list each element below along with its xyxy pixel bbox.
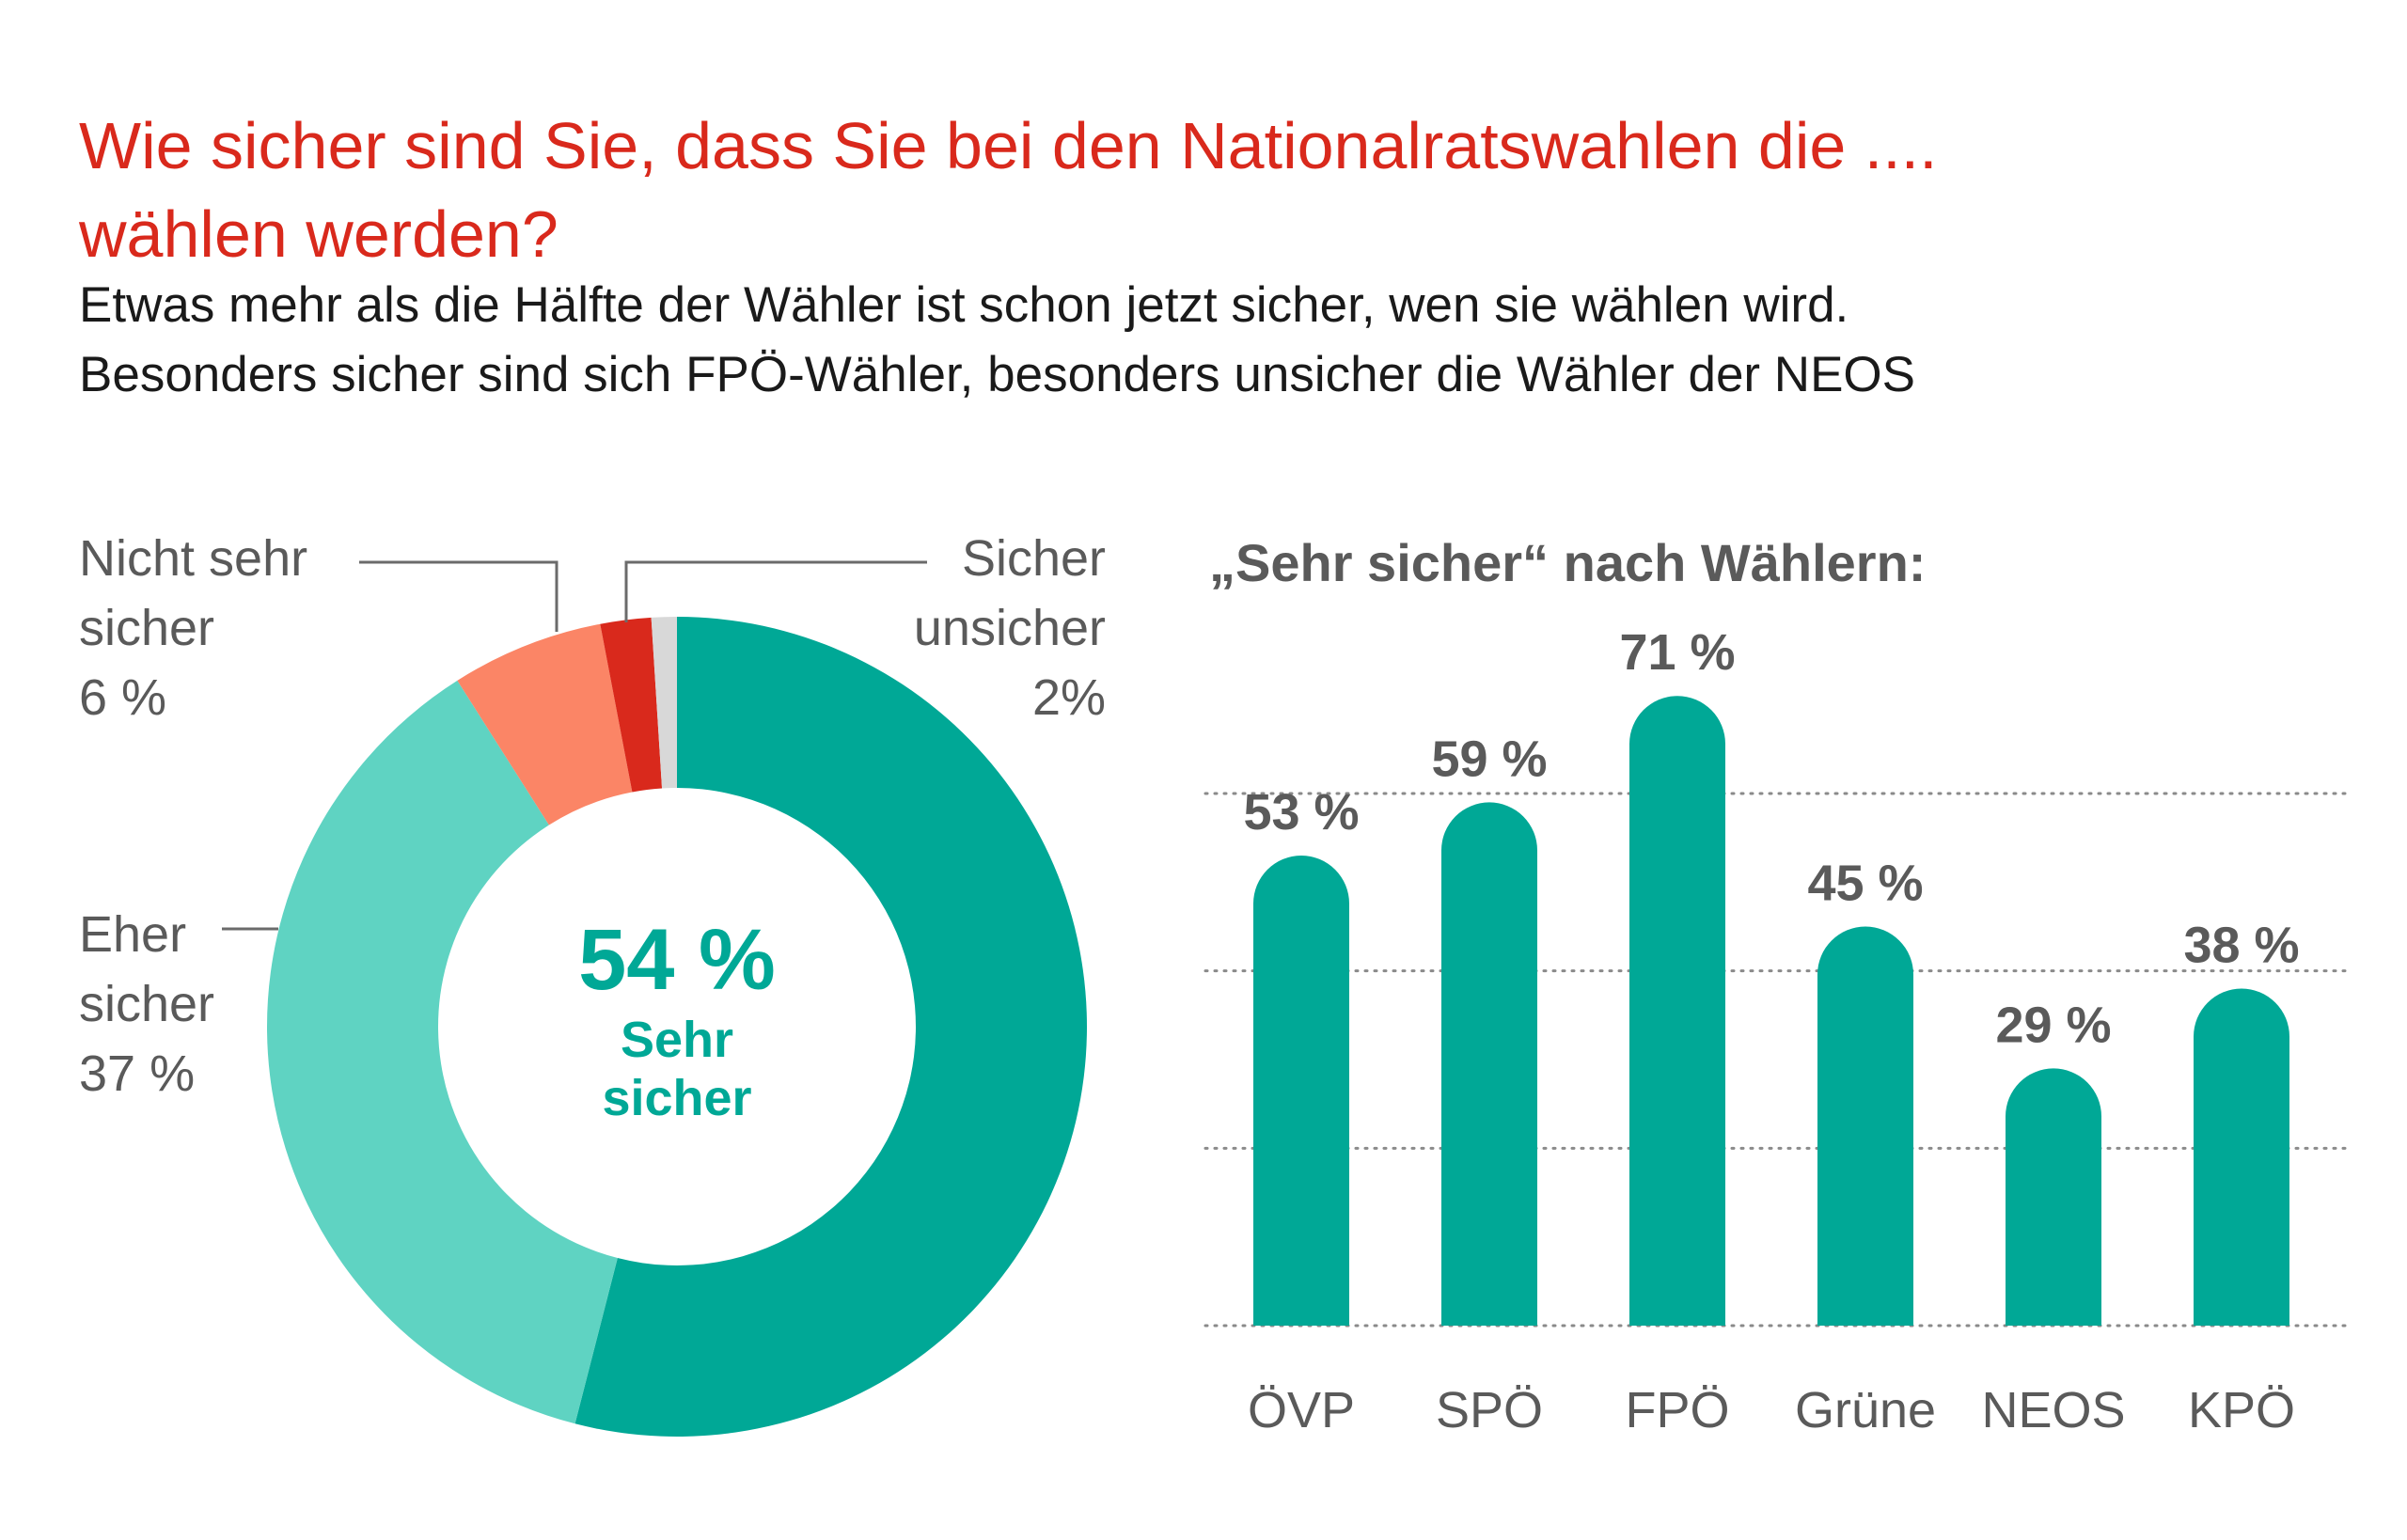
callout-nicht-sehr-sicher-line-2: sicher [79,600,214,656]
donut-segment-sicher-unsicher [600,617,663,793]
chart-title: Wie sicher sind Sie, dass Sie bei den Na… [79,102,2242,278]
bar-marks [1253,696,2289,1326]
callout-eher-sicher: Eher sicher 37 % [79,906,214,1102]
chart-subtitle-line-2: Besonders sicher sind sich FPÖ-Wähler, b… [79,347,1916,402]
bar-ovp [1253,856,1349,1326]
callout-eher-sicher-line-1: Eher [79,906,186,963]
callout-sicher-unsicher-line-2: unsicher [914,600,1106,656]
callout-nicht-sehr-sicher-line-1: Nicht sehr [79,530,307,587]
chart-title-line-2: wählen werden? [79,197,558,271]
chart-subtitle: Etwas mehr als die Hälfte der Wähler ist… [79,271,2336,410]
bar-category-label-neos: NEOS [1981,1382,2125,1438]
bar-category-labels: ÖVP SPÖ FPÖ Grüne NEOS KPÖ [1248,1382,2295,1438]
bar-value-label-ovp: 53 % [1243,784,1359,841]
bar-grune [1817,926,1913,1326]
donut-segments [267,617,1088,1437]
callout-sicher-unsicher-value: 2% [1032,669,1106,726]
bar-value-label-spo: 59 % [1431,731,1547,787]
chart-subtitle-line-1: Etwas mehr als die Hälfte der Wähler ist… [79,277,1849,333]
bar-chart-title: „Sehr sicher“ nach Wählern: [1209,533,1926,592]
leader-line-sicher-unsicher [624,560,927,622]
bar-category-label-fpo: FPÖ [1625,1382,1729,1438]
callout-nicht-sehr-sicher-value: 6 % [79,669,166,726]
donut-center-value: 54 % [578,912,776,1008]
bar-value-label-fpo: 71 % [1619,624,1735,681]
donut-segment-rest [651,617,677,789]
chart-title-line-1: Wie sicher sind Sie, dass Sie bei den Na… [79,109,1938,182]
bar-category-label-spo: SPÖ [1436,1382,1543,1438]
donut-segment-nicht-sehr-sicher [457,623,633,825]
callout-sicher-unsicher-line-1: Sicher [962,530,1106,587]
donut-center-label-line-2: sicher [602,1070,751,1126]
bar-fpo [1629,696,1725,1326]
bar-value-labels: 53 % 59 % 71 % 45 % 29 % 38 % [1243,624,2299,1053]
bar-category-label-grune: Grüne [1795,1382,1936,1438]
callout-nicht-sehr-sicher: Nicht sehr sicher 6 % [79,530,307,726]
callout-sicher-unsicher: Sicher unsicher 2% [914,530,1106,726]
bar-kpo [2194,988,2289,1326]
bar-spo [1441,802,1537,1326]
bar-category-label-ovp: ÖVP [1248,1382,1355,1438]
donut-center-label-line-1: Sehr [621,1012,733,1068]
donut-segment-sehr-sicher [574,617,1088,1437]
donut-segment-eher-sicher [267,680,618,1424]
callout-eher-sicher-line-2: sicher [79,976,214,1032]
callout-eher-sicher-value: 37 % [79,1045,195,1102]
bar-gridlines [1204,792,2347,1328]
leader-line-nicht-sehr-sicher [359,560,558,632]
bar-neos [2006,1068,2101,1326]
bar-category-label-kpo: KPÖ [2188,1382,2295,1438]
bar-value-label-grune: 45 % [1807,856,1923,912]
donut-chart: 54 % Sehr sicher Nicht sehr sicher 6 % S… [79,530,1106,1437]
bar-value-label-neos: 29 % [1995,997,2111,1053]
bar-chart: „Sehr sicher“ nach Wählern: 53 % 59 % 71 %… [1204,533,2347,1438]
bar-value-label-kpo: 38 % [2183,918,2299,974]
